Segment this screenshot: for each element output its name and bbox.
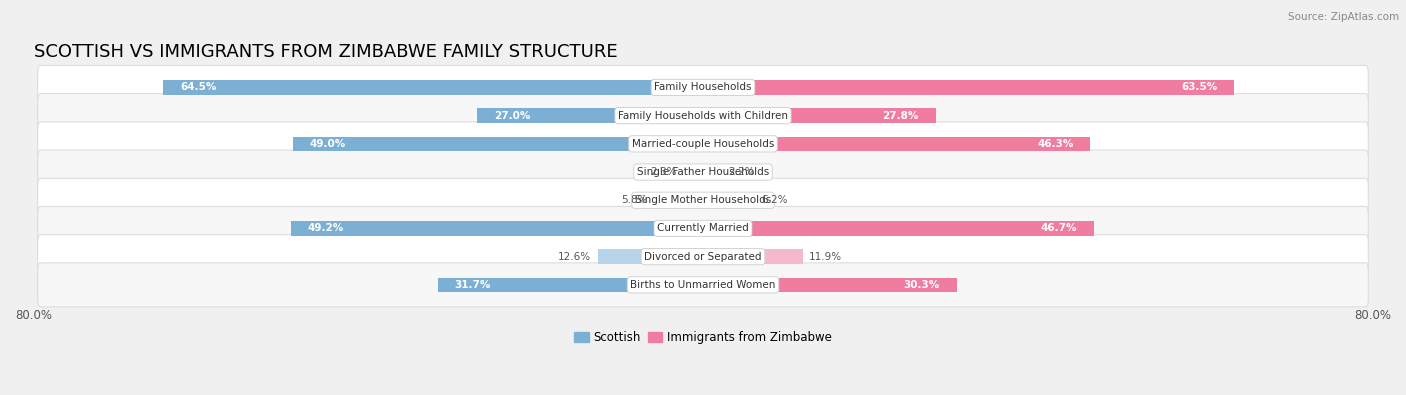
Text: Single Mother Households: Single Mother Households: [636, 195, 770, 205]
Text: 31.7%: 31.7%: [454, 280, 491, 290]
Bar: [292, 137, 703, 151]
FancyBboxPatch shape: [38, 207, 1368, 250]
Text: Currently Married: Currently Married: [657, 224, 749, 233]
Bar: [477, 108, 703, 123]
Text: Births to Unmarried Women: Births to Unmarried Women: [630, 280, 776, 290]
FancyBboxPatch shape: [38, 94, 1368, 137]
Bar: [703, 137, 1091, 151]
Text: Divorced or Separated: Divorced or Separated: [644, 252, 762, 261]
Text: 46.7%: 46.7%: [1040, 224, 1077, 233]
Bar: [703, 108, 935, 123]
Bar: [703, 80, 1234, 95]
Bar: [598, 249, 703, 264]
FancyBboxPatch shape: [38, 235, 1368, 278]
Text: 2.2%: 2.2%: [728, 167, 755, 177]
Bar: [163, 80, 703, 95]
Bar: [291, 221, 703, 236]
Text: 49.0%: 49.0%: [309, 139, 346, 149]
Text: 64.5%: 64.5%: [180, 83, 217, 92]
Text: 30.3%: 30.3%: [904, 280, 939, 290]
Text: Married-couple Households: Married-couple Households: [631, 139, 775, 149]
FancyBboxPatch shape: [38, 263, 1368, 307]
Text: 12.6%: 12.6%: [558, 252, 591, 261]
Text: 2.3%: 2.3%: [651, 167, 678, 177]
FancyBboxPatch shape: [38, 66, 1368, 109]
Text: Family Households: Family Households: [654, 83, 752, 92]
FancyBboxPatch shape: [38, 122, 1368, 166]
Bar: [654, 193, 703, 208]
Text: SCOTTISH VS IMMIGRANTS FROM ZIMBABWE FAMILY STRUCTURE: SCOTTISH VS IMMIGRANTS FROM ZIMBABWE FAM…: [34, 43, 617, 61]
Text: 46.3%: 46.3%: [1038, 139, 1074, 149]
FancyBboxPatch shape: [38, 178, 1368, 222]
Text: Family Households with Children: Family Households with Children: [619, 111, 787, 120]
Text: Single Father Households: Single Father Households: [637, 167, 769, 177]
Text: 27.0%: 27.0%: [494, 111, 530, 120]
Text: Source: ZipAtlas.com: Source: ZipAtlas.com: [1288, 12, 1399, 22]
Text: 5.8%: 5.8%: [621, 195, 648, 205]
Text: 49.2%: 49.2%: [308, 224, 344, 233]
Bar: [437, 278, 703, 292]
Bar: [703, 193, 755, 208]
Bar: [683, 165, 703, 179]
FancyBboxPatch shape: [38, 150, 1368, 194]
Legend: Scottish, Immigrants from Zimbabwe: Scottish, Immigrants from Zimbabwe: [569, 326, 837, 348]
Text: 63.5%: 63.5%: [1181, 83, 1218, 92]
Text: 11.9%: 11.9%: [810, 252, 842, 261]
Text: 6.2%: 6.2%: [762, 195, 789, 205]
Bar: [703, 249, 803, 264]
Bar: [703, 278, 956, 292]
Bar: [703, 221, 1094, 236]
Bar: [703, 165, 721, 179]
Text: 27.8%: 27.8%: [883, 111, 920, 120]
